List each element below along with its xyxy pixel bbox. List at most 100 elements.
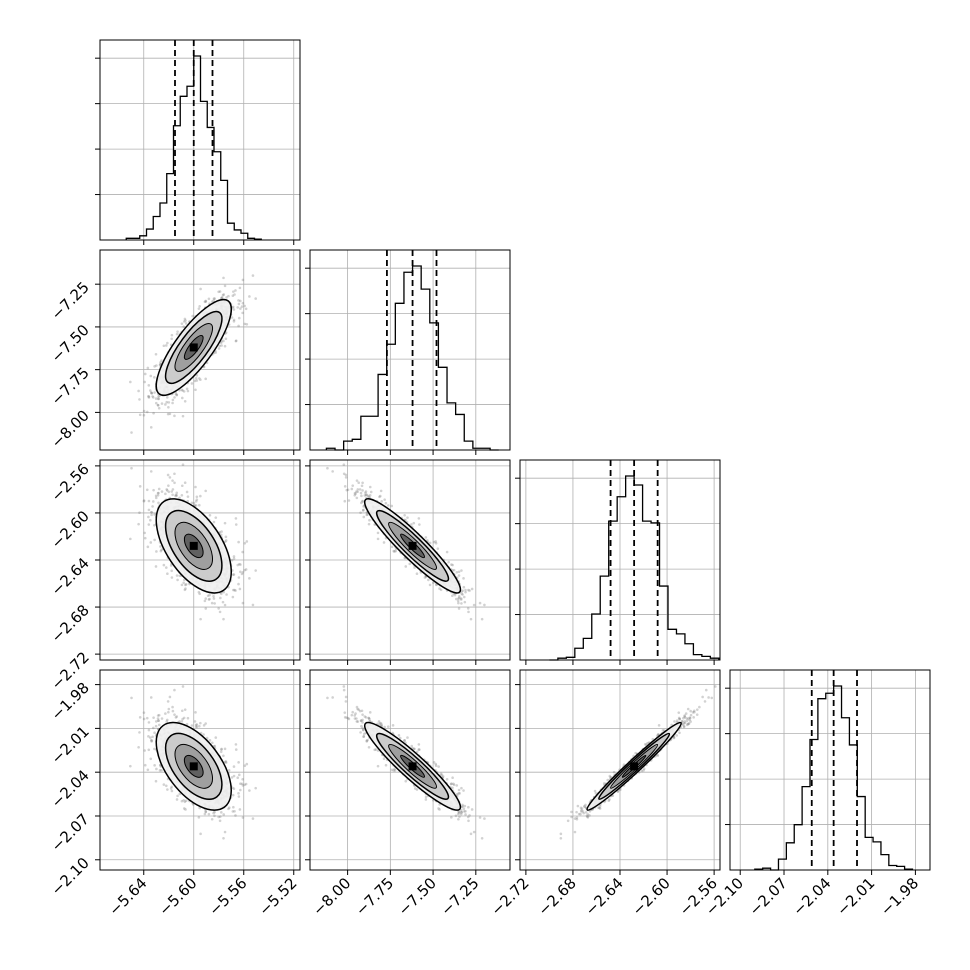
scatter-point [143,749,146,752]
scatter-point [149,696,153,699]
scatter-point [149,389,152,392]
scatter-point [362,505,365,508]
scatter-point [224,761,228,764]
scatter-point [182,320,186,323]
scatter-point [428,541,432,545]
scatter-point [149,757,153,761]
scatter-point [182,581,185,585]
scatter-point [478,601,482,605]
scatter-point [152,500,155,503]
scatter-point [150,511,154,514]
scatter-point [202,733,205,736]
scatter-point [360,484,364,488]
scatter-point [222,813,226,816]
scatter-point [237,324,240,328]
scatter-point [467,610,470,614]
scatter-point [178,496,181,500]
scatter-point [157,487,161,491]
scatter-panel-p2-p0 [95,459,301,665]
scatter-point [205,736,209,740]
scatter-point [195,379,199,382]
scatter-point [232,555,236,558]
scatter-point [184,587,187,590]
scatter-point [241,550,244,554]
scatter-point [393,550,396,553]
scatter-point [166,572,169,576]
scatter-point [204,300,208,303]
scatter-point [164,566,168,569]
scatter-point [210,601,214,605]
scatter-point [175,393,179,396]
scatter-point [146,545,150,549]
scatter-point [173,481,176,485]
scatter-point [230,558,234,562]
scatter-point [232,573,236,576]
scatter-point [204,597,208,600]
scatter-point [147,515,150,519]
scatter-point [180,322,184,325]
scatter-point [165,400,169,404]
scatter-point [237,316,241,320]
scatter-point [154,494,158,498]
scatter-point [169,564,173,567]
scatter-point [483,603,486,607]
scatter-point [147,395,151,398]
scatter-point [233,588,236,592]
scatter-point [368,518,371,522]
scatter-point [218,344,221,348]
scatter-point [418,523,421,526]
scatter-point [194,388,197,392]
scatter-point [178,574,182,578]
scatter-point [206,594,210,598]
scatter-point [154,720,158,723]
scatter-point [383,498,386,501]
histogram-panel-p3 [725,669,931,875]
scatter-point [220,747,223,751]
scatter-point [457,597,460,600]
scatter-point [455,570,459,574]
scatter-point [157,397,160,401]
scatter-point [199,617,202,621]
scatter-point [244,568,248,571]
scatter-point [138,485,142,488]
scatter-point [151,395,154,398]
scatter-cloud [129,463,257,621]
scatter-point [129,537,132,541]
scatter-point [143,531,146,535]
scatter-point [239,563,242,566]
scatter-point [203,300,207,304]
scatter-point [404,565,408,568]
scatter-point [167,490,171,494]
scatter-point [243,542,247,545]
scatter-point [143,536,147,540]
scatter-point [453,593,457,597]
scatter-point [207,297,211,301]
scatter-point [423,576,427,579]
scatter-point [350,487,354,491]
scatter-point [241,570,245,574]
scatter-point [369,490,373,494]
scatter-point [212,299,215,303]
scatter-point [203,812,207,816]
scatter-point [353,493,357,497]
panel-frame [309,249,511,451]
scatter-point [193,720,197,723]
scatter-point [403,513,406,517]
scatter-point [168,695,172,699]
scatter-point [210,300,214,303]
scatter-point [203,599,207,603]
scatter-point [408,562,412,566]
scatter-point [361,500,364,503]
scatter-point [214,736,218,739]
scatter-point [153,731,156,735]
scatter-point [154,496,158,500]
scatter-point [155,550,158,553]
scatter-point [432,540,436,544]
histogram-panel-p0 [95,39,301,245]
scatter-point [142,499,146,503]
scatter-point [198,592,201,596]
scatter-point [357,481,360,485]
scatter-point [243,783,246,787]
scatter-point [150,513,153,517]
